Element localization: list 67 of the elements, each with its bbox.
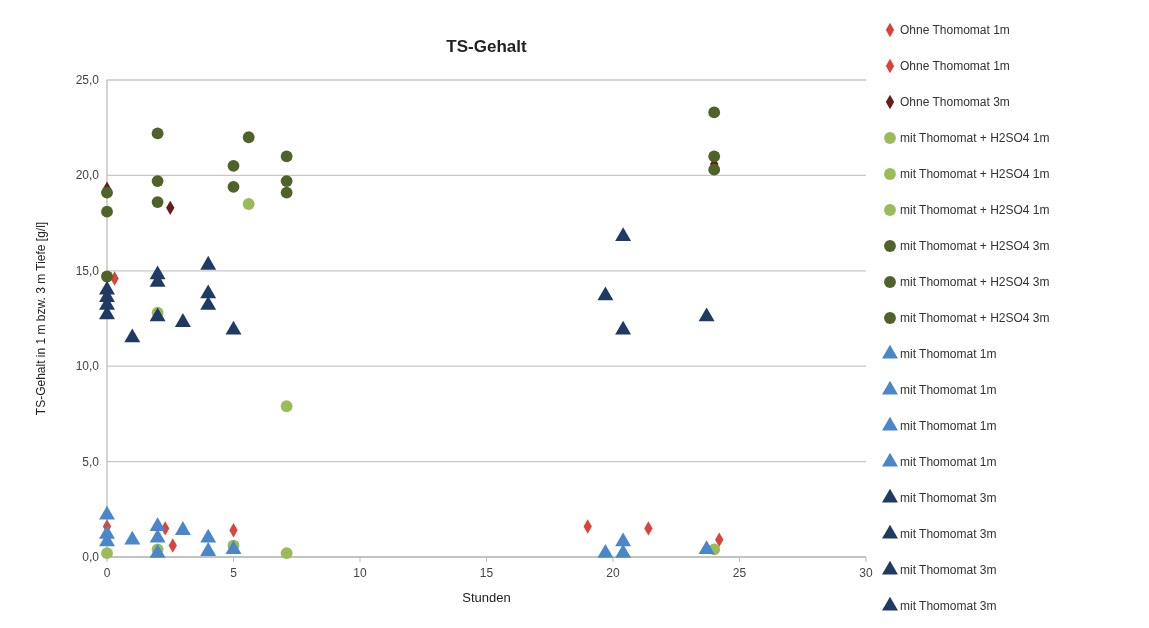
point bbox=[99, 505, 115, 520]
y-tick-label: 25,0 bbox=[75, 73, 100, 87]
point bbox=[225, 320, 242, 335]
point bbox=[151, 175, 164, 188]
point bbox=[200, 528, 217, 543]
point bbox=[597, 543, 614, 558]
y-axis-title: TS-Gehalt in 1 m bzw. 3 m Tiefe [g/l] bbox=[34, 221, 48, 416]
point bbox=[200, 255, 217, 270]
legend-label: mit Thomomat + H2SO4 3m bbox=[900, 275, 1050, 289]
point bbox=[698, 307, 715, 322]
point bbox=[615, 532, 632, 547]
point bbox=[101, 205, 113, 218]
point bbox=[242, 131, 255, 144]
x-tick-label: 0 bbox=[103, 566, 111, 580]
legend-label: mit Thomomat 3m bbox=[900, 527, 997, 541]
legend-label: Ohne Thomomat 3m bbox=[900, 95, 1010, 109]
point bbox=[615, 320, 632, 335]
point bbox=[151, 127, 164, 140]
chart-title: TS-Gehalt bbox=[446, 37, 527, 56]
legend-label: Ohne Thomomat 1m bbox=[900, 59, 1010, 73]
point bbox=[615, 227, 632, 242]
x-tick-label: 30 bbox=[859, 566, 873, 580]
point bbox=[280, 186, 293, 199]
point bbox=[101, 270, 113, 283]
x-tick-label: 20 bbox=[606, 566, 620, 580]
y-tick-label: 15,0 bbox=[75, 263, 100, 278]
legend-label: mit Thomomat 3m bbox=[900, 491, 997, 505]
legend-label: mit Thomomat + H2SO4 1m bbox=[900, 167, 1050, 181]
point bbox=[101, 186, 113, 199]
legend-label: mit Thomomat 3m bbox=[900, 563, 997, 577]
point bbox=[708, 163, 721, 176]
legend-label: mit Thomomat + H2SO4 3m bbox=[900, 311, 1050, 325]
point bbox=[149, 517, 166, 532]
point bbox=[200, 542, 217, 556]
point bbox=[280, 175, 293, 188]
x-tick-label: 15 bbox=[479, 566, 494, 580]
point bbox=[151, 196, 164, 209]
x-tick-label: 10 bbox=[353, 566, 367, 580]
y-tick-label: 10,0 bbox=[75, 359, 100, 374]
point bbox=[124, 530, 141, 545]
legend-label: mit Thomomat 3m bbox=[900, 599, 997, 613]
legend-label: Ohne Thomomat 1m bbox=[900, 23, 1010, 37]
point bbox=[698, 540, 715, 554]
point bbox=[597, 286, 614, 301]
point bbox=[200, 284, 217, 299]
x-tick-label: 5 bbox=[230, 566, 238, 580]
point bbox=[174, 521, 191, 535]
x-tick-label: 25 bbox=[732, 566, 747, 580]
point bbox=[124, 328, 141, 343]
x-axis-title: Stunden bbox=[462, 590, 511, 605]
legend-label: mit Thomomat + H2SO4 1m bbox=[900, 131, 1050, 145]
point bbox=[174, 313, 191, 327]
y-tick-label: 20,0 bbox=[75, 168, 100, 183]
y-tick-label: 0,0 bbox=[82, 550, 100, 564]
legend-label: mit Thomomat 1m bbox=[900, 455, 997, 469]
legend-label: mit Thomomat 1m bbox=[900, 419, 997, 433]
point bbox=[708, 150, 721, 163]
legend-label: mit Thomomat + H2SO4 1m bbox=[900, 203, 1050, 217]
point bbox=[242, 198, 255, 210]
point bbox=[227, 159, 240, 172]
y-tick-label: 5,0 bbox=[82, 454, 100, 469]
point bbox=[227, 180, 240, 193]
legend-label: mit Thomomat + H2SO4 3m bbox=[900, 239, 1050, 253]
point bbox=[708, 106, 721, 119]
legend-label: mit Thomomat 1m bbox=[900, 383, 997, 397]
legend-label: mit Thomomat 1m bbox=[900, 347, 997, 361]
point bbox=[280, 150, 293, 163]
